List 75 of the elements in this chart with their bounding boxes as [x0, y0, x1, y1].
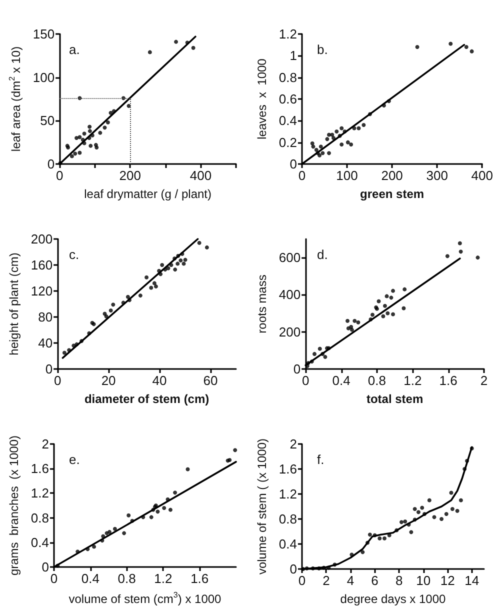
x-tick-label: 400 — [190, 168, 212, 183]
y-tick-label: 0.6 — [278, 92, 297, 106]
x-tick-label: 0.8 — [368, 373, 386, 388]
x-tick-label: 8 — [395, 573, 403, 588]
x-tick-label: 10 — [416, 573, 431, 588]
x-axis-title: diameter of stem (cm) — [84, 392, 210, 406]
x-tick-label: 1.6 — [439, 373, 458, 388]
text: d. — [317, 247, 328, 262]
text: f. — [317, 452, 324, 467]
x-tick-label: 4 — [346, 573, 354, 588]
y-tick-label: 600 — [278, 250, 301, 266]
x-tick-label: 1.2 — [404, 373, 422, 388]
x-tick-label: 400 — [471, 168, 494, 183]
x-axis-title: total stem — [366, 392, 424, 406]
x-tick-label: 40 — [152, 373, 167, 388]
y-tick-label: 0 — [47, 156, 55, 172]
x-axis-title: green stem — [360, 187, 424, 201]
y-axis-title: volume of stem ( (x 1000) — [255, 438, 269, 575]
x-tick-label: 2 — [322, 573, 330, 588]
x-tick-label: 300 — [426, 168, 448, 183]
y-axis-title: height of plant (cm) — [7, 252, 21, 356]
y-tick-label: 150 — [32, 26, 55, 42]
y-tick-label: 40 — [38, 336, 53, 350]
y-tick-label: 1.2 — [30, 486, 49, 501]
x-tick-label: 20 — [101, 373, 116, 388]
y-tick-label: 80 — [38, 310, 53, 324]
y-tick-label: 120 — [30, 284, 53, 298]
x-tick-label: 100 — [336, 168, 358, 183]
y-tick-label: 100 — [32, 70, 55, 85]
x-axis-title: leaf drymatter (g / plant) — [84, 187, 212, 201]
x-tick-label: 1.2 — [154, 571, 172, 586]
y-tick-label: 2 — [42, 436, 49, 452]
y-tick-label: 0.2 — [278, 134, 297, 150]
y-tick-label: 2 — [290, 436, 297, 452]
y-tick-label: 0 — [42, 560, 49, 574]
y-tick-label: 0.8 — [278, 70, 297, 85]
y-axis-title: grams branches (x 1000) — [7, 435, 21, 576]
y-tick-label: 0.4 — [278, 113, 297, 128]
y-tick-label: 0 — [290, 156, 297, 172]
y-tick-label: 1.6 — [30, 461, 49, 476]
y-tick-label: 1.6 — [278, 462, 297, 476]
x-tick-label: 12 — [440, 573, 455, 588]
y-tick-label: 200 — [30, 232, 53, 246]
y-tick-label: 50 — [40, 113, 55, 128]
text: b. — [317, 42, 328, 57]
y-axis-title: roots mass — [255, 274, 269, 334]
x-tick-label: 0.4 — [332, 373, 350, 388]
y-tick-label: 200 — [278, 324, 301, 340]
y-tick-label: 0 — [290, 562, 297, 576]
x-tick-label: 2 — [480, 373, 488, 388]
x-tick-label: 1.6 — [190, 571, 209, 586]
text: a. — [69, 42, 80, 57]
y-axis-title: leaves x 1000 — [255, 58, 269, 140]
x-tick-label: 0.8 — [118, 571, 136, 586]
y-tick-label: 0 — [45, 362, 53, 376]
y-tick-label: 0.8 — [30, 510, 49, 526]
y-tick-label: 0.4 — [278, 536, 297, 552]
y-tick-label: 1.2 — [278, 26, 297, 42]
x-tick-label: 60 — [203, 373, 218, 388]
text: e. — [69, 452, 80, 467]
y-tick-label: 1.2 — [278, 486, 297, 502]
y-tick-label: 0 — [293, 362, 301, 376]
y-axis-title: leaf area (dm2 x 10) — [8, 46, 23, 152]
y-tick-label: 0.4 — [30, 534, 49, 550]
x-tick-label: 200 — [119, 168, 142, 183]
x-tick-label: 200 — [381, 168, 403, 183]
x-axis-title: degree days x 1000 — [340, 592, 446, 606]
x-tick-label: 14 — [464, 573, 480, 588]
x-tick-label: 0.4 — [81, 571, 100, 586]
x-tick-label: 6 — [371, 573, 378, 588]
y-tick-label: 160 — [30, 258, 53, 272]
y-tick-label: 1 — [290, 48, 297, 64]
y-tick-label: 400 — [278, 287, 301, 302]
y-tick-label: 0.8 — [278, 512, 297, 526]
text: c. — [69, 247, 80, 262]
